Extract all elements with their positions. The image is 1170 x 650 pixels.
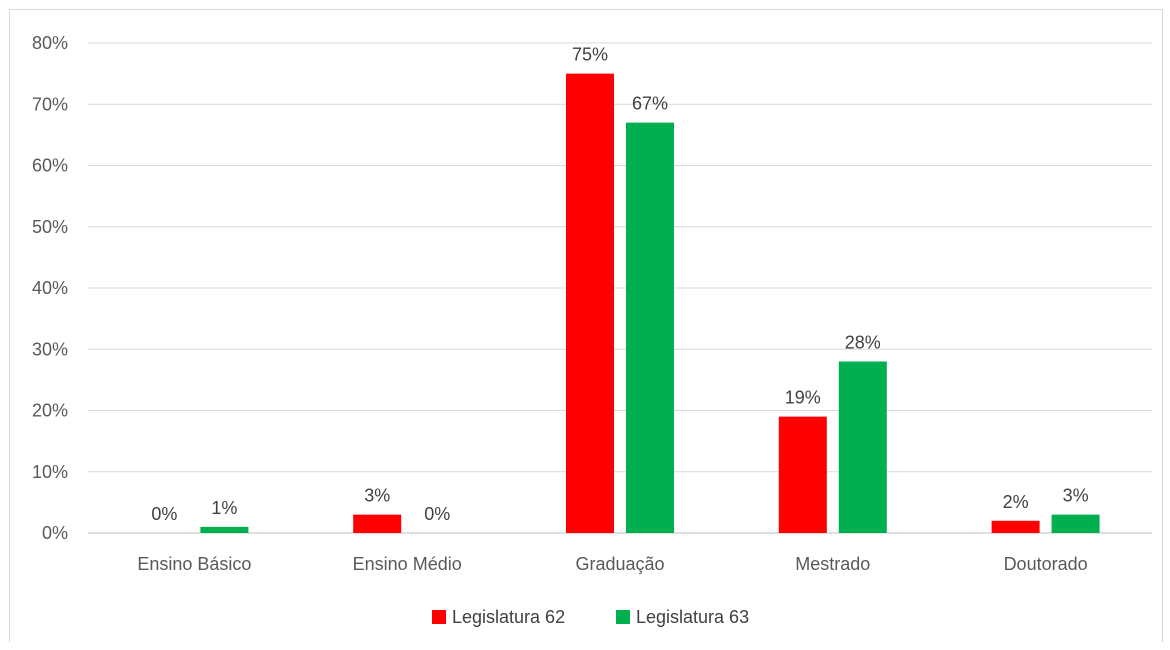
x-tick-label: Graduação	[575, 554, 664, 574]
x-tick-label: Ensino Médio	[353, 554, 462, 574]
bar	[1051, 514, 1100, 533]
bar	[838, 361, 887, 533]
bar	[991, 520, 1040, 533]
data-label: 1%	[211, 498, 237, 518]
y-tick-label: 60%	[32, 156, 68, 176]
x-tick-label: Ensino Básico	[137, 554, 251, 574]
data-label: 0%	[424, 504, 450, 524]
data-label: 3%	[364, 486, 390, 506]
y-tick-label: 0%	[42, 523, 68, 543]
legend: Legislatura 62 Legislatura 63	[432, 607, 749, 627]
y-tick-label: 10%	[32, 462, 68, 482]
legend-label: Legislatura 62	[452, 607, 565, 627]
bars	[200, 73, 1100, 533]
data-label: 3%	[1063, 486, 1089, 506]
bar	[626, 122, 674, 533]
bar	[353, 514, 402, 533]
bar	[200, 526, 249, 533]
chart-frame	[9, 9, 1163, 642]
legend-swatch	[616, 610, 630, 624]
data-label: 28%	[845, 333, 881, 353]
data-labels: 0% 1% 3% 0% 75% 67% 19% 28% 2% 3%	[151, 45, 1088, 524]
data-label: 67%	[632, 94, 668, 114]
y-tick-label: 20%	[32, 401, 68, 421]
x-tick-label: Mestrado	[795, 554, 870, 574]
data-label: 75%	[572, 45, 608, 65]
legend-swatch	[432, 610, 446, 624]
y-axis-ticks: 0% 10% 20% 30% 40% 50% 60% 70% 80%	[32, 33, 68, 543]
y-tick-label: 80%	[32, 33, 68, 53]
x-tick-label: Doutorado	[1004, 554, 1088, 574]
data-label: 2%	[1003, 492, 1029, 512]
bar	[778, 416, 827, 533]
data-label: 0%	[151, 504, 177, 524]
bar	[566, 73, 614, 533]
x-axis-ticks: Ensino Básico Ensino Médio Graduação Mestra…	[137, 554, 1087, 574]
y-tick-label: 50%	[32, 217, 68, 237]
data-label: 19%	[785, 388, 821, 408]
y-tick-label: 30%	[32, 339, 68, 359]
y-tick-label: 70%	[32, 94, 68, 114]
gridlines	[88, 42, 1152, 534]
legend-label: Legislatura 63	[636, 607, 749, 627]
y-tick-label: 40%	[32, 278, 68, 298]
